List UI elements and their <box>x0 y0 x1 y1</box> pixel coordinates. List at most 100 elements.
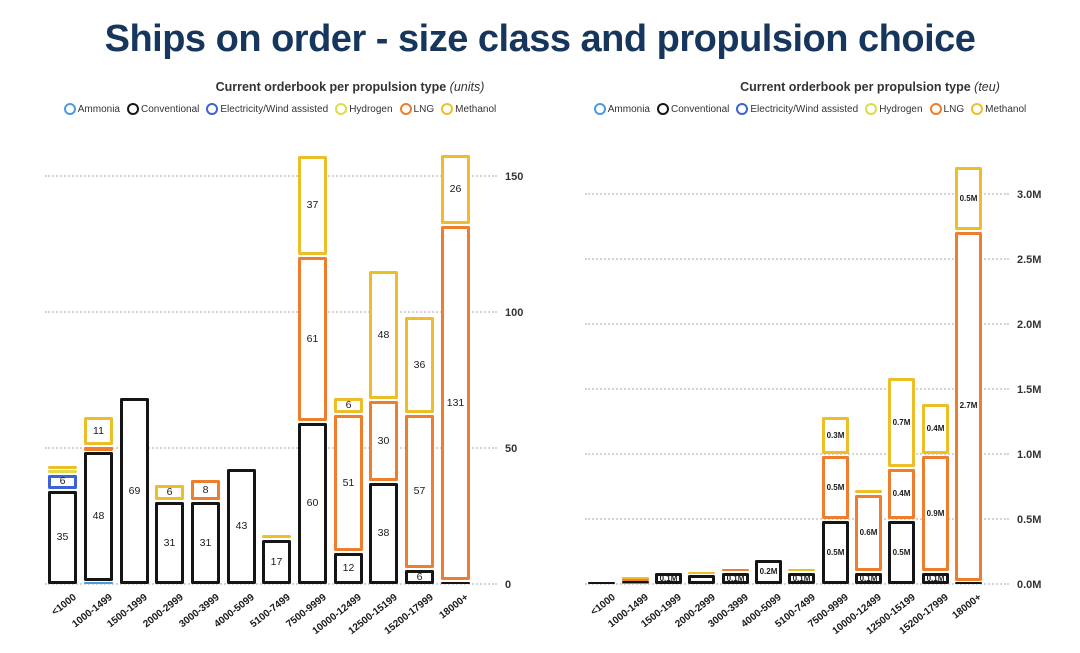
hydrogen-legend-icon <box>865 103 878 115</box>
bar-segment-methanol: 48 <box>369 270 398 400</box>
segment-value-label: 0.1M <box>792 573 811 583</box>
hydrogen-legend-icon <box>335 103 348 115</box>
gridline <box>585 193 1009 196</box>
segment-value-label: 0.5M <box>826 547 845 557</box>
methanol-legend-icon <box>971 103 984 115</box>
bar-segment-methanol <box>48 466 77 469</box>
legend-item-methanol: Methanol <box>441 103 496 115</box>
y-axis-tick-label: 50 <box>505 443 518 456</box>
legend-item-label: Electricity/Wind assisted <box>750 103 859 115</box>
segment-value-label: 31 <box>163 536 176 549</box>
bar-segment-methanol <box>622 576 649 580</box>
legend-item-conventional: Conventional <box>657 103 729 115</box>
bar-segment-conventional <box>622 581 649 584</box>
bar-segment-conventional: 43 <box>227 469 256 584</box>
bar-segment-conventional <box>688 575 715 584</box>
bar-segment-lng <box>622 578 649 581</box>
segment-value-label: 0.3M <box>826 430 845 440</box>
bar-segment-conventional <box>588 582 615 585</box>
legend-item-ammonia: Ammonia <box>63 103 120 115</box>
segment-value-label: 12 <box>342 562 355 575</box>
legend-item-label: Methanol <box>985 103 1027 115</box>
legend-item-label: LNG <box>943 103 965 115</box>
ammonia-legend-icon <box>593 103 606 115</box>
bar-segment-methanol <box>262 535 291 539</box>
bar-segment-conventional: 60 <box>298 422 327 584</box>
segment-value-label: 0.2M <box>759 567 778 577</box>
segment-value-label: 0.7M <box>892 417 911 427</box>
segment-value-label: 2.7M <box>959 401 978 411</box>
bar-segment-conventional: 0.1M <box>855 573 882 584</box>
conventional-legend-icon <box>127 103 139 115</box>
bar-segment-methanol: 0.4M <box>922 404 949 455</box>
chart-title-units: Current orderbook per propulsion type (u… <box>90 80 610 94</box>
chart-title-text: Current orderbook per propulsion type <box>740 80 971 94</box>
segment-value-label: 48 <box>377 328 390 341</box>
legend-item-hydrogen: Hydrogen <box>335 103 393 115</box>
segment-value-label: 48 <box>92 510 105 523</box>
legend-item-lng: LNG <box>399 103 435 115</box>
chart-title-text: Current orderbook per propulsion type <box>215 80 447 94</box>
segment-value-label: 38 <box>377 527 390 540</box>
bar-segment-lng: 61 <box>298 257 327 421</box>
bar-segment-methanol: 6 <box>155 485 184 500</box>
bar-segment-conventional <box>955 582 982 585</box>
gridline <box>585 388 1009 391</box>
legend-item-lng: LNG <box>929 103 965 115</box>
bar-segment-conventional: 38 <box>369 482 398 584</box>
chart-title-teu: Current orderbook per propulsion type (t… <box>610 80 1080 94</box>
bar-segment-conventional: 0.1M <box>722 573 749 584</box>
segment-value-label: 0.5M <box>826 482 845 492</box>
y-axis-tick-label: 1.0M <box>1017 449 1042 462</box>
segment-value-label: 0.4M <box>926 424 945 434</box>
bar-segment-conventional: 0.5M <box>888 521 915 584</box>
gridline <box>45 311 497 314</box>
y-axis-tick-label: 0 <box>505 579 512 591</box>
segment-value-label: 6 <box>416 570 423 583</box>
y-axis-tick-label: 1.5M <box>1017 384 1042 397</box>
bar-segment-conventional: 31 <box>191 501 220 584</box>
gridline <box>585 453 1009 456</box>
bar-segment-lng: 0.6M <box>855 495 882 572</box>
segment-value-label: 0.6M <box>859 528 878 538</box>
bar-segment-conventional: 6 <box>405 569 434 584</box>
legend-teu: Ammonia Conventional Electricity/Wind assi… <box>550 103 1070 115</box>
bar-segment-conventional: 12 <box>334 553 363 584</box>
segment-value-label: 26 <box>449 183 462 196</box>
segment-value-label: 61 <box>306 332 319 345</box>
legend-item-label: Electricity/Wind assisted <box>220 103 329 115</box>
bar-segment-lng: 57 <box>405 414 434 568</box>
legend-item-hydrogen: Hydrogen <box>865 103 923 115</box>
y-axis-tick-label: 0.5M <box>1017 514 1042 527</box>
segment-value-label: 30 <box>377 434 390 447</box>
bar-segment-ammonia <box>622 582 649 585</box>
legend-item-label: Hydrogen <box>879 103 923 115</box>
bar-segment-methanol: 11 <box>84 416 113 445</box>
bar-segment-methanol: 0.7M <box>888 378 915 468</box>
bar-segment-lng: 0.9M <box>922 456 949 572</box>
segment-value-label: 0.4M <box>892 489 911 499</box>
segment-value-label: 43 <box>235 520 248 533</box>
legend-item-label: LNG <box>413 103 435 115</box>
segment-value-label: 0.5M <box>892 547 911 557</box>
segment-value-label: 35 <box>56 531 69 544</box>
segment-value-label: 11 <box>93 424 104 437</box>
legend-item-conventional: Conventional <box>127 103 199 115</box>
bar-segment-conventional: 0.5M <box>822 521 849 584</box>
bar-segment-lng <box>722 569 749 572</box>
bar-segment-methanol: 36 <box>405 316 434 413</box>
legend-item-ammonia: Ammonia <box>593 103 650 115</box>
bar-segment-methanol <box>788 569 815 572</box>
legend-item-label: Methanol <box>455 103 497 115</box>
gridline <box>585 323 1009 326</box>
bar-segment-conventional: 0.1M <box>655 573 682 584</box>
methanol-legend-icon <box>441 103 454 115</box>
bar-segment-methanol: 0.5M <box>955 167 982 231</box>
gridline <box>585 258 1009 261</box>
bar-segment-methanol: 37 <box>298 156 327 256</box>
page-title: Ships on order - size class and propulsi… <box>104 18 976 60</box>
bar-segment-ammonia <box>84 582 113 585</box>
legend-item-label: Conventional <box>141 103 200 115</box>
bar-segment-lng: 0.5M <box>822 456 849 520</box>
legend-item-methanol: Methanol <box>971 103 1026 115</box>
